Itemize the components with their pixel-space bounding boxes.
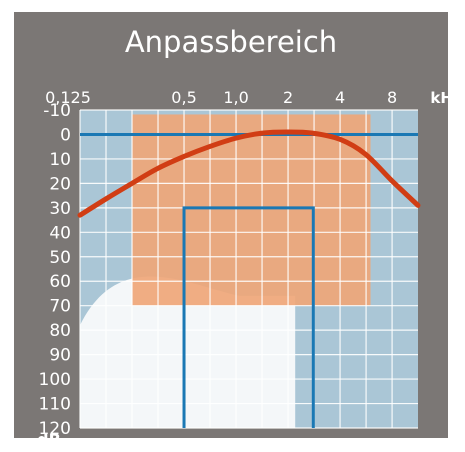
y-tick-label: 60 bbox=[49, 272, 71, 292]
y-tick-label: 110 bbox=[39, 395, 71, 415]
y-tick-label: 40 bbox=[49, 223, 71, 243]
y-tick-label: 0 bbox=[60, 125, 71, 145]
x-unit-label: kHz bbox=[430, 89, 462, 107]
y-tick-label: 70 bbox=[49, 297, 71, 317]
y-tick-label: 120 bbox=[39, 419, 71, 439]
y-tick-label: 50 bbox=[49, 248, 71, 268]
y-tick-label: 90 bbox=[49, 346, 71, 366]
x-tick-label: 8 bbox=[387, 88, 397, 107]
x-tick-label: 4 bbox=[335, 88, 345, 107]
x-tick-label: 0,125 bbox=[45, 88, 91, 107]
y-tick-label: -10 bbox=[43, 101, 71, 121]
y-tick-label: 20 bbox=[49, 174, 71, 194]
hearing-curve bbox=[77, 129, 421, 218]
y-tick-label: 30 bbox=[49, 199, 71, 219]
chart-title: Anpassbereich bbox=[124, 25, 338, 59]
fitting-range-area bbox=[132, 114, 371, 306]
x-tick-label: 1,0 bbox=[223, 88, 248, 107]
y-unit-label: dB bbox=[37, 430, 61, 449]
x-tick-label: 2 bbox=[283, 88, 293, 107]
x-tick-label: 0,5 bbox=[171, 88, 196, 107]
y-tick-label: 100 bbox=[39, 370, 71, 390]
y-tick-label: 80 bbox=[49, 321, 71, 341]
bracket-line bbox=[182, 206, 315, 428]
ear-illustration bbox=[80, 276, 296, 428]
y-tick-label: 10 bbox=[49, 150, 71, 170]
